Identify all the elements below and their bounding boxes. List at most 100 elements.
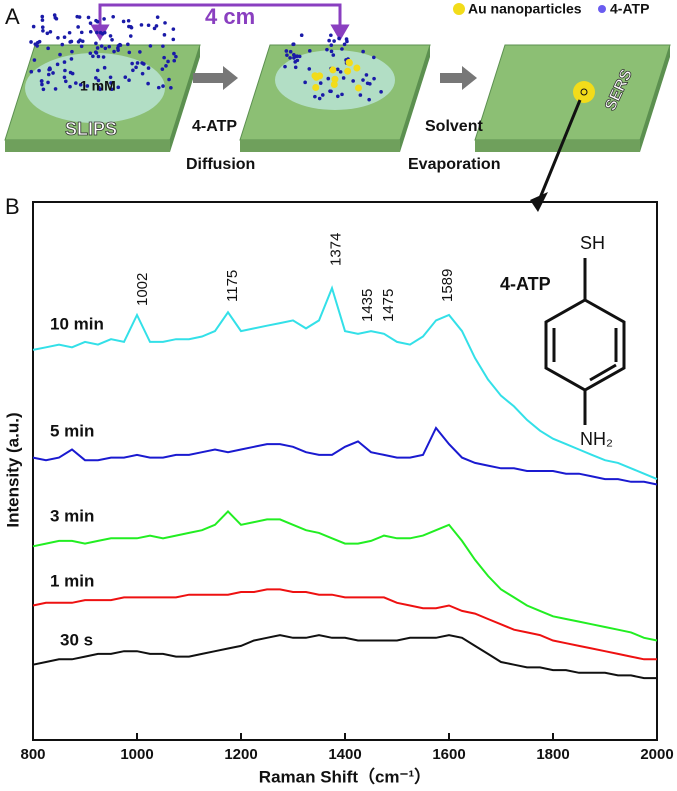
dot (288, 56, 292, 60)
dot (123, 75, 128, 80)
dot (138, 50, 142, 54)
dot (293, 65, 298, 70)
dot (62, 35, 67, 40)
dot (320, 93, 325, 97)
dot (318, 81, 323, 85)
peak-label: 1374 (327, 233, 344, 266)
dot (161, 44, 165, 48)
dot (162, 33, 167, 37)
benzene (544, 258, 626, 425)
dot (96, 78, 101, 83)
dot (95, 68, 100, 73)
dot (340, 92, 344, 97)
panel-label: A (5, 4, 20, 29)
dot (55, 62, 60, 67)
dot (94, 76, 98, 80)
dot (95, 30, 99, 35)
spectrum (32, 426, 658, 486)
dot (33, 42, 38, 46)
series-label: 30 s (60, 630, 93, 649)
dot (307, 49, 312, 53)
dot (303, 80, 307, 85)
dot (69, 39, 74, 44)
substrate: SLIPS (65, 119, 117, 139)
peak-label: 1175 (224, 270, 241, 302)
dot (40, 82, 44, 87)
dot (69, 57, 74, 61)
dot (166, 59, 170, 64)
dot (307, 67, 312, 71)
dot (364, 73, 369, 77)
dot (171, 37, 176, 42)
dot (88, 29, 93, 34)
dot (46, 72, 51, 77)
step2-line2: Evaporation (408, 156, 500, 173)
legend-au: Au nanoparticles (468, 1, 582, 17)
dot (121, 19, 126, 24)
dot (148, 44, 153, 48)
peak-label: 1002 (134, 273, 151, 306)
dot (80, 39, 85, 44)
dot (330, 81, 338, 89)
dot (52, 13, 57, 17)
dot (108, 75, 113, 80)
dot (47, 66, 52, 70)
legend-atp-marker (598, 5, 606, 13)
panel-b-label: B (5, 194, 20, 219)
dot (102, 65, 107, 70)
dot (116, 48, 120, 52)
dot (85, 84, 90, 88)
dot (118, 42, 122, 47)
dot (285, 53, 289, 57)
dot (160, 67, 165, 71)
dot (139, 23, 144, 27)
distance: 4 cm (205, 4, 255, 29)
peak-label: 1435 (359, 289, 376, 322)
dot (101, 55, 106, 59)
dot (325, 47, 329, 52)
dot (353, 64, 361, 72)
molecule-dots (29, 13, 383, 102)
dot (32, 58, 37, 62)
dot (344, 37, 349, 41)
dot (361, 78, 365, 82)
dot (95, 46, 100, 50)
dot (126, 42, 130, 47)
dot (162, 55, 166, 60)
spectrum (32, 588, 657, 661)
dot (77, 15, 82, 19)
peak-label: 1589 (439, 269, 456, 302)
dot (60, 42, 65, 47)
dot (155, 15, 160, 19)
series-label: 3 min (50, 506, 94, 525)
dot (111, 15, 115, 19)
dot (70, 49, 74, 54)
dot (337, 36, 341, 41)
dot (329, 49, 334, 54)
dot (297, 54, 302, 59)
dot (283, 64, 287, 69)
dot (88, 51, 93, 56)
dot (131, 68, 135, 73)
dot (329, 66, 337, 74)
step-arrows (193, 66, 477, 90)
series-label: 5 min (50, 421, 94, 440)
dot (342, 42, 347, 47)
dot (169, 85, 173, 90)
x-tick-label: 1400 (328, 746, 361, 763)
dot (53, 16, 58, 20)
dot (112, 49, 116, 54)
dot (154, 24, 159, 28)
dot (329, 89, 333, 94)
dot (91, 54, 95, 59)
dot (62, 75, 67, 80)
dot (372, 76, 376, 81)
dot (107, 44, 112, 49)
x-tick-label: 1600 (432, 746, 465, 763)
dot (94, 18, 98, 23)
series-label: 10 min (50, 314, 104, 333)
dot (317, 96, 322, 101)
dot (326, 76, 331, 81)
dot (163, 21, 167, 25)
dot (126, 18, 131, 23)
